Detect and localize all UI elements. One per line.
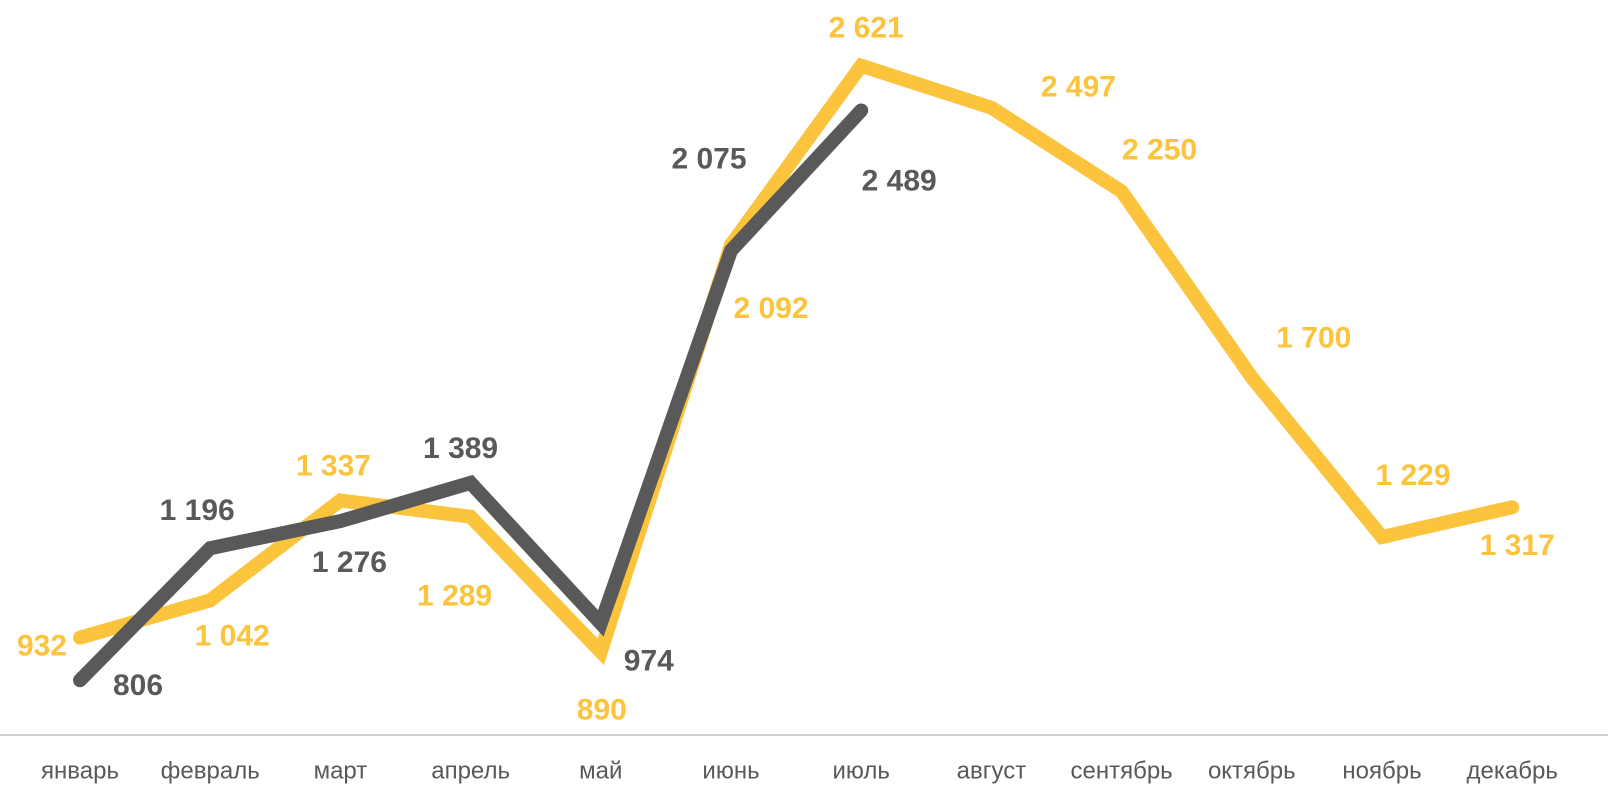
value-label: 1 289 [417, 580, 492, 613]
value-label: 2 497 [1041, 71, 1116, 104]
value-label: 890 [577, 694, 627, 727]
value-label: 1 276 [312, 546, 387, 579]
value-label: 1 700 [1276, 321, 1351, 354]
value-label: 1 337 [296, 449, 371, 482]
series-line [73, 103, 869, 688]
value-label: 1 196 [160, 494, 235, 527]
x-tick-label: февраль [161, 757, 260, 784]
x-tick-label: март [314, 757, 368, 784]
value-label: 2 075 [671, 143, 746, 176]
value-label: 806 [113, 669, 163, 702]
value-label: 932 [17, 630, 67, 663]
x-tick-label: август [957, 757, 1027, 784]
value-label: 2 621 [829, 12, 904, 45]
value-label: 1 229 [1375, 459, 1450, 492]
value-label: 1 389 [423, 432, 498, 465]
x-tick-label: май [579, 757, 622, 784]
x-tick-label: сентябрь [1071, 757, 1173, 784]
x-tick-label: апрель [431, 757, 510, 784]
x-tick-label: октябрь [1208, 757, 1296, 784]
value-label: 1 317 [1480, 529, 1555, 562]
value-label: 2 250 [1122, 133, 1197, 166]
value-label: 2 092 [733, 292, 808, 325]
value-label: 2 489 [862, 164, 937, 197]
x-tick-label: ноябрь [1342, 757, 1421, 784]
x-tick-label: январь [41, 757, 119, 784]
value-label: 1 042 [195, 619, 270, 652]
x-tick-label: декабрь [1467, 757, 1558, 784]
x-tick-label: июнь [702, 757, 759, 784]
x-tick-label: июль [833, 757, 890, 784]
series-line [73, 57, 1520, 666]
value-label: 974 [624, 644, 674, 677]
